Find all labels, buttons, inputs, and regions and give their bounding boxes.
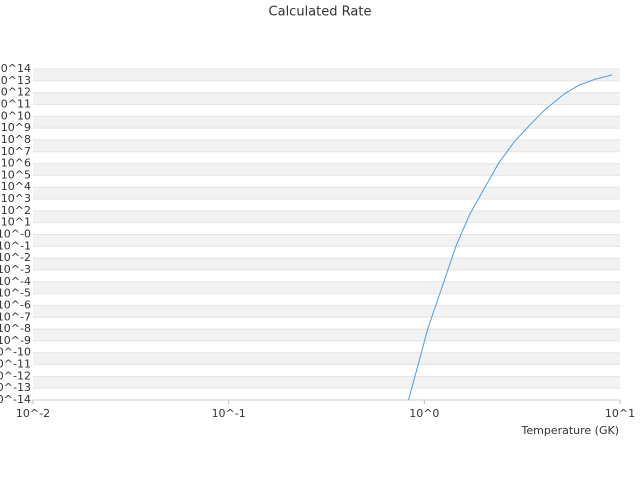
grid-band bbox=[33, 234, 620, 247]
line-series bbox=[408, 74, 613, 401]
grid-band bbox=[33, 376, 620, 389]
grid-band bbox=[33, 281, 620, 294]
y-tick-label: 10^7 bbox=[1, 145, 31, 158]
y-tick-label: 10^13 bbox=[0, 74, 31, 87]
y-tick-label: 10^4 bbox=[1, 180, 31, 193]
grid-band bbox=[33, 352, 620, 365]
grid-band bbox=[33, 163, 620, 176]
y-tick-label: 10^-11 bbox=[0, 358, 31, 371]
y-tick-label: 10^3 bbox=[1, 192, 31, 205]
y-tick-label: 10^1 bbox=[1, 216, 31, 229]
y-tick-label: 10^8 bbox=[1, 133, 31, 146]
chart-title: Calculated Rate bbox=[269, 5, 372, 20]
y-tick-label: 10^10 bbox=[0, 109, 31, 122]
y-tick-label: 10^-9 bbox=[0, 334, 31, 347]
x-tick-label: 10^-1 bbox=[212, 407, 246, 420]
y-tick-label: 10^-13 bbox=[0, 381, 31, 394]
y-tick-label: 10^12 bbox=[0, 86, 31, 99]
y-tick-label: 10^-4 bbox=[0, 275, 31, 288]
y-tick-label: 10^-1 bbox=[0, 239, 31, 252]
y-tick-label: 10^-2 bbox=[0, 251, 31, 264]
x-tick-label: 10^-2 bbox=[16, 407, 50, 420]
y-tick-label: 10^9 bbox=[1, 121, 31, 134]
grid-band bbox=[33, 69, 620, 81]
y-tick-label: 10^-12 bbox=[0, 369, 31, 382]
x-axis-label: Temperature (GK) bbox=[521, 424, 620, 437]
grid-band bbox=[33, 139, 620, 152]
y-tick-label: 10^-3 bbox=[0, 263, 31, 276]
grid-band bbox=[33, 329, 620, 341]
y-tick-label: 10^-14 bbox=[0, 393, 31, 406]
grid-band bbox=[33, 210, 620, 223]
y-tick-label: 10^-0 bbox=[0, 228, 31, 241]
x-tick-label: 10^1 bbox=[605, 407, 635, 420]
grid-band bbox=[33, 92, 620, 105]
grid-band bbox=[33, 116, 620, 129]
y-tick-label: 10^11 bbox=[0, 97, 31, 110]
y-tick-label: 10^2 bbox=[1, 204, 31, 217]
y-tick-label: 10^-6 bbox=[0, 298, 31, 311]
y-tick-label: 10^-10 bbox=[0, 346, 31, 359]
y-tick-label: 10^-5 bbox=[0, 287, 31, 300]
grid bbox=[33, 68, 620, 401]
y-tick-label: 10^-8 bbox=[0, 322, 31, 335]
y-tick-label: 10^14 bbox=[0, 62, 31, 75]
y-tick-label: 10^-7 bbox=[0, 310, 31, 323]
x-tick-label: 10^0 bbox=[409, 407, 439, 420]
y-tick-label: 10^6 bbox=[1, 157, 31, 170]
y-tick-label: 10^5 bbox=[1, 168, 31, 181]
grid-band bbox=[33, 305, 620, 318]
grid-band bbox=[33, 187, 620, 200]
grid-band bbox=[33, 258, 620, 270]
